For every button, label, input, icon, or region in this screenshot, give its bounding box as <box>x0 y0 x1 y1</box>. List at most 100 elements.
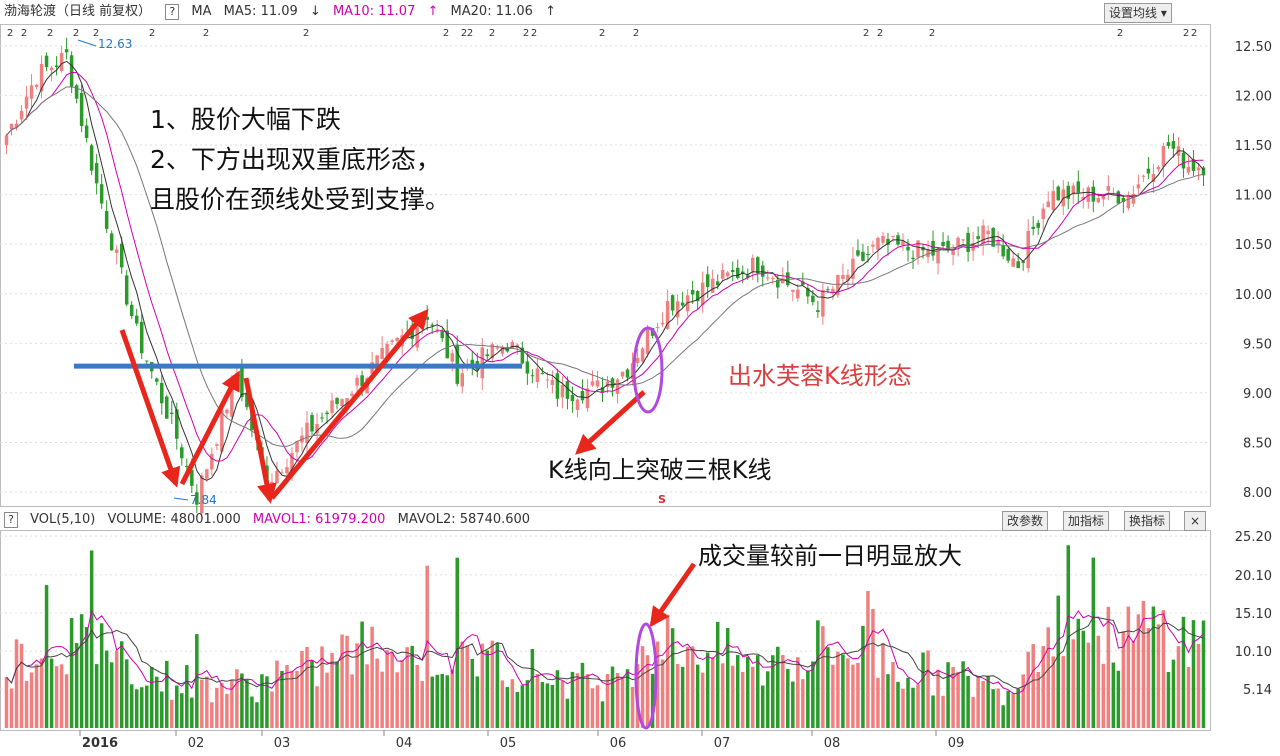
candle-body <box>1146 168 1151 174</box>
candle-body <box>450 353 454 362</box>
candle-body <box>520 347 525 364</box>
volume-bar <box>505 686 510 728</box>
volume-bar <box>435 674 439 728</box>
volume-bar <box>1176 646 1181 728</box>
candle-body <box>185 466 189 468</box>
volume-bar <box>9 688 14 728</box>
candle-body <box>665 300 670 329</box>
volume-bar <box>59 664 64 728</box>
volume-bar <box>881 642 885 728</box>
candle-body <box>720 270 725 279</box>
volume-bar <box>841 654 845 728</box>
candle-body <box>565 381 570 399</box>
event-marker: 2 <box>467 28 473 39</box>
candle-body <box>139 321 144 354</box>
volume-bar <box>1101 663 1106 728</box>
change-indicator-button[interactable]: 换指标 <box>1124 511 1171 531</box>
volume-bar <box>235 669 239 728</box>
volume-bar <box>1191 620 1196 728</box>
volume-bar <box>195 634 199 728</box>
volume-bar <box>370 626 374 728</box>
mavol10-line <box>6 616 1204 690</box>
candle-body <box>951 249 955 255</box>
help-icon[interactable]: ? <box>165 4 180 20</box>
volume-bar <box>936 669 940 728</box>
candle-body <box>205 469 209 479</box>
volume-bar <box>460 641 465 728</box>
volume-bar <box>180 693 184 728</box>
candle-body <box>225 409 229 414</box>
candle-body <box>735 267 740 278</box>
volume-bar <box>300 650 304 728</box>
candle-body <box>500 346 505 354</box>
annotation-line2: 2、下方出现双重底形态， <box>150 145 441 174</box>
volume-bar <box>761 685 765 728</box>
event-marker: 2 <box>523 28 529 39</box>
candle-body <box>99 184 104 204</box>
volume-bar <box>996 688 1000 728</box>
volume-bar <box>155 676 159 728</box>
candle-body <box>220 410 224 452</box>
volume-bar <box>440 673 444 728</box>
volume-bar <box>715 621 720 728</box>
volume-bar <box>585 674 590 728</box>
add-indicator-button[interactable]: 加指标 <box>1063 511 1110 531</box>
candle-body <box>771 278 775 280</box>
candle-body <box>981 225 985 244</box>
volume-bar <box>104 650 109 728</box>
candle-body <box>906 246 910 251</box>
candle-body <box>936 248 940 264</box>
volume-bar <box>660 659 665 728</box>
close-icon[interactable]: × <box>1184 511 1206 531</box>
volume-bar <box>144 685 149 728</box>
volume-bar <box>535 674 540 728</box>
volume-bar <box>134 689 139 728</box>
volume-bar <box>1071 639 1076 728</box>
candle-body <box>1056 186 1061 201</box>
ma10-arrow-icon: ↑ <box>427 4 439 19</box>
price-header: 渤海轮渡（日线 前复权） ? MA MA5: 11.09 ↓ MA10: 11.… <box>0 0 564 24</box>
volume-bar <box>801 679 805 728</box>
price-tick-label: 12.50 <box>1235 40 1272 55</box>
volume-bar <box>625 669 630 728</box>
volume-bar <box>345 635 349 728</box>
volume-bar <box>520 685 525 728</box>
ma-settings-button[interactable]: 设置均线 ▾ <box>1104 3 1172 23</box>
volume-bar <box>275 660 279 728</box>
candle-body <box>846 274 850 281</box>
volume-help-icon[interactable]: ? <box>4 512 18 528</box>
date-tick-label: 07 <box>714 736 731 751</box>
price-tick-label: 10.00 <box>1235 288 1272 303</box>
candle-body <box>1076 181 1081 193</box>
candle-body <box>1071 185 1076 195</box>
volume-bar <box>901 688 905 728</box>
volume-bar <box>836 651 840 728</box>
candle-body <box>786 272 790 286</box>
volume-bar <box>821 626 825 728</box>
volume-bar <box>1016 688 1020 728</box>
edit-params-button[interactable]: 改参数 <box>1002 511 1049 531</box>
candle-body <box>535 368 540 382</box>
volume-bar <box>1026 651 1030 728</box>
price-tick-label: 12.00 <box>1235 89 1272 104</box>
volume-bar <box>89 550 94 728</box>
candle-body <box>620 371 625 377</box>
volume-bar <box>776 646 780 728</box>
volume-bar <box>330 652 334 728</box>
volume-bar <box>791 681 795 728</box>
annotation-volume: 成交量较前一日明显放大 <box>698 542 962 570</box>
volume-bar <box>175 685 179 728</box>
candle-body <box>325 412 329 415</box>
candle-body <box>1031 226 1035 229</box>
candle-body <box>74 85 79 99</box>
candle-body <box>986 230 990 235</box>
candle-body <box>1191 159 1196 171</box>
volume-bar <box>129 684 134 728</box>
volume-bar <box>74 643 79 728</box>
candle-body <box>575 399 580 410</box>
price-tick-label: 9.00 <box>1243 387 1272 402</box>
red-arrow <box>649 562 697 628</box>
candle-body <box>1106 185 1111 191</box>
candle-body <box>340 399 344 407</box>
price-tick-label: 8.00 <box>1243 486 1272 501</box>
